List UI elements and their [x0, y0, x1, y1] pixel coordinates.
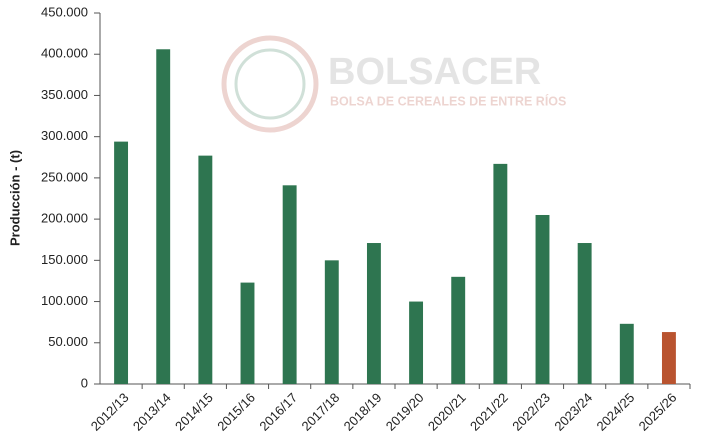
watermark-logo: [221, 35, 319, 133]
watermark-title: BOLSACER: [328, 51, 541, 93]
y-tick-label: 250.000: [41, 169, 88, 184]
bar: [114, 141, 129, 384]
y-tick-label: 300.000: [41, 128, 88, 143]
x-tick-label: 2025/26: [636, 390, 680, 434]
x-tick-label: 2022/23: [509, 390, 553, 434]
y-tick-label: 350.000: [41, 87, 88, 102]
y-axis-label: Producción - (t): [7, 150, 22, 246]
x-tick-label: 2013/14: [130, 390, 174, 434]
y-tick-label: 0: [81, 375, 88, 390]
x-tick-label: 2023/24: [551, 390, 595, 434]
bar: [324, 260, 339, 384]
bar: [493, 163, 508, 384]
bar: [198, 155, 213, 384]
x-tick-label: 2021/22: [467, 390, 511, 434]
y-tick-label: 150.000: [41, 252, 88, 267]
x-tick-label: 2020/21: [425, 390, 469, 434]
watermark-subtitle: BOLSA DE CEREALES DE ENTRE RÍOS: [330, 93, 566, 108]
bar: [619, 323, 634, 384]
bar: [156, 49, 171, 385]
watermark: BOLSACER BOLSA DE CEREALES DE ENTRE RÍOS: [221, 35, 566, 133]
x-tick-label: 2015/16: [214, 390, 258, 434]
bar: [451, 276, 466, 384]
bar: [577, 243, 592, 384]
x-tick-label: 2016/17: [256, 390, 300, 434]
y-tick-label: 50.000: [48, 334, 88, 349]
y-tick-label: 200.000: [41, 211, 88, 226]
x-tick-label: 2012/13: [88, 390, 132, 434]
bar: [366, 243, 381, 384]
x-tick-label: 2019/20: [383, 390, 427, 434]
bar: [409, 301, 424, 384]
bar: [535, 214, 550, 384]
x-tick-label: 2018/19: [341, 390, 385, 434]
x-tick-label: 2017/18: [298, 390, 342, 434]
y-tick-label: 450.000: [41, 4, 88, 19]
bar: [661, 332, 676, 384]
y-tick-label: 400.000: [41, 46, 88, 61]
watermark-logo-inner: [234, 48, 306, 120]
bar: [282, 185, 297, 384]
bar: [240, 282, 255, 384]
x-tick-label: 2014/15: [172, 390, 216, 434]
x-tick-label: 2024/25: [593, 390, 637, 434]
y-tick-label: 100.000: [41, 293, 88, 308]
